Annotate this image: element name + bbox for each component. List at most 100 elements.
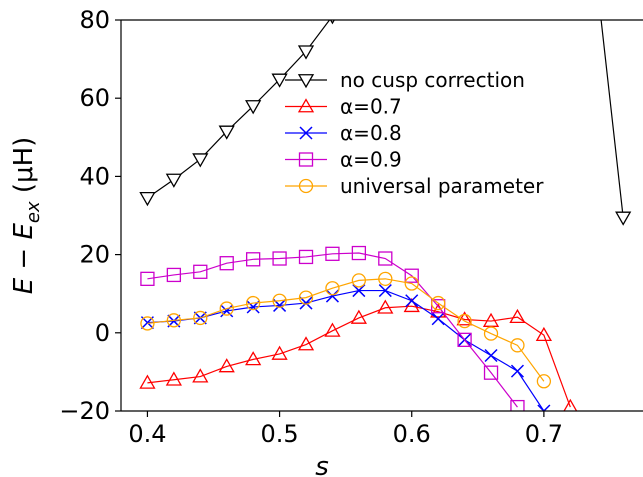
series-3-line <box>147 289 545 411</box>
series-layer <box>139 20 632 411</box>
x-tick-label-3: 0.6 <box>393 420 431 448</box>
legend-marker-1 <box>297 74 315 89</box>
legend-entry-2: α=0.7 <box>285 95 402 119</box>
series-3-point-7 <box>299 296 313 310</box>
series-5-point-4 <box>219 301 234 316</box>
series-4-point-14 <box>483 365 499 380</box>
legend-label-3: α=0.8 <box>340 121 402 145</box>
legend-entry-3: α=0.8 <box>285 121 402 145</box>
series-2-point-7 <box>297 336 315 351</box>
series-5-point-7 <box>298 290 314 305</box>
series-2-line <box>147 305 571 408</box>
series-1-point-7 <box>297 45 315 60</box>
legend-label-5: universal parameter <box>340 174 544 198</box>
series-4-point-4 <box>219 256 234 271</box>
series-3-point-12 <box>431 312 445 326</box>
series-5-point-16 <box>536 374 552 389</box>
series-4-point-3 <box>193 264 208 279</box>
series-3-point-16 <box>537 404 551 411</box>
series-4-point-6 <box>272 251 287 266</box>
series-4-point-5 <box>246 252 261 267</box>
series-5 <box>140 271 552 389</box>
series-1-point-5 <box>245 100 262 115</box>
series-5-point-12 <box>431 295 446 311</box>
y-axis-label: E − Eex (μH) <box>9 137 44 295</box>
series-2-point-1 <box>139 374 156 389</box>
series-2-point-3 <box>192 368 209 383</box>
series-3-point-9 <box>352 284 366 298</box>
series-2-point-15 <box>509 308 526 324</box>
axes: 0.4 0.5 0.6 0.7 −20 0 20 40 60 80 s E − Eex (μH) <box>9 6 643 477</box>
series-4-point-2 <box>166 267 182 283</box>
y-tick-label-6: 80 <box>79 6 110 34</box>
legend: no cusp correction α=0.7α=0.8 α=0.9univers… <box>285 68 544 198</box>
legend-entry-1: no cusp correction <box>285 68 525 92</box>
series-5-point-11 <box>404 276 419 291</box>
series-4-point-13 <box>457 332 472 347</box>
series-2-point-9 <box>350 309 367 324</box>
series-2-point-5 <box>245 351 262 366</box>
x-axis-label: s <box>315 452 329 477</box>
series-2-point-2 <box>165 371 182 386</box>
series-1-point-10 <box>615 211 632 226</box>
series-5-point-14 <box>483 326 499 341</box>
legend-marker-3 <box>299 126 313 140</box>
y-tick-label-1: −20 <box>59 397 110 425</box>
series-1-point-3 <box>192 153 209 168</box>
series-2-point-10 <box>377 299 394 314</box>
series-2-point-16 <box>535 326 553 342</box>
series-2-point-6 <box>271 345 288 360</box>
series-5-point-6 <box>272 293 287 308</box>
series-3-point-10 <box>378 284 392 298</box>
series-3-point-14 <box>484 348 498 363</box>
series-2-point-17 <box>563 398 578 411</box>
series-4-line <box>147 252 518 408</box>
series-1-point-2 <box>165 173 182 188</box>
series-2-point-14 <box>482 312 500 327</box>
series-5-point-1 <box>140 316 155 331</box>
y-tick-label-4: 40 <box>79 162 110 190</box>
series-4-point-1 <box>140 271 155 286</box>
series-1-point-1 <box>139 192 156 207</box>
series-1 <box>139 20 632 226</box>
series-5-point-2 <box>166 313 182 328</box>
series-4-point-9 <box>351 245 367 261</box>
series-3-point-4 <box>220 304 234 318</box>
series-1-point-8 <box>329 20 335 25</box>
x-tick-label-1: 0.4 <box>128 420 166 448</box>
series-3 <box>140 284 551 411</box>
legend-entry-4: α=0.9 <box>285 148 402 172</box>
y-tick-label-5: 60 <box>79 84 110 112</box>
series-5-point-13 <box>457 313 472 329</box>
series-5-point-8 <box>325 281 340 296</box>
series-1-line <box>147 20 624 218</box>
series-4-point-7 <box>298 249 314 265</box>
series-4-point-10 <box>378 251 393 266</box>
series-3-point-11 <box>405 294 419 308</box>
legend-marker-4 <box>298 152 314 167</box>
series-5-point-9 <box>351 273 367 288</box>
series-2-point-8 <box>324 322 341 337</box>
series-4-point-8 <box>325 246 340 261</box>
series-2-point-4 <box>218 358 235 373</box>
legend-entry-5: universal parameter <box>285 174 544 198</box>
series-5-point-5 <box>246 295 261 311</box>
series-5-point-10 <box>378 271 393 286</box>
x-tick-label-4: 0.7 <box>525 420 563 448</box>
series-3-point-15 <box>510 364 524 378</box>
series-5-line <box>147 278 545 382</box>
series-3-point-8 <box>325 289 339 303</box>
legend-marker-5 <box>298 178 314 194</box>
series-4-point-11 <box>404 268 419 283</box>
series-5-point-15 <box>510 338 525 353</box>
y-tick-label-3: 20 <box>79 241 110 269</box>
legend-label-4: α=0.9 <box>340 148 402 172</box>
series-1-point-6 <box>271 73 288 88</box>
series-2-point-11 <box>403 297 420 313</box>
series-5-point-3 <box>193 310 208 326</box>
x-tick-label-2: 0.5 <box>260 420 298 448</box>
y-tick-label-2: 0 <box>95 319 110 347</box>
series-4 <box>140 245 525 411</box>
series-4-point-12 <box>431 299 446 314</box>
